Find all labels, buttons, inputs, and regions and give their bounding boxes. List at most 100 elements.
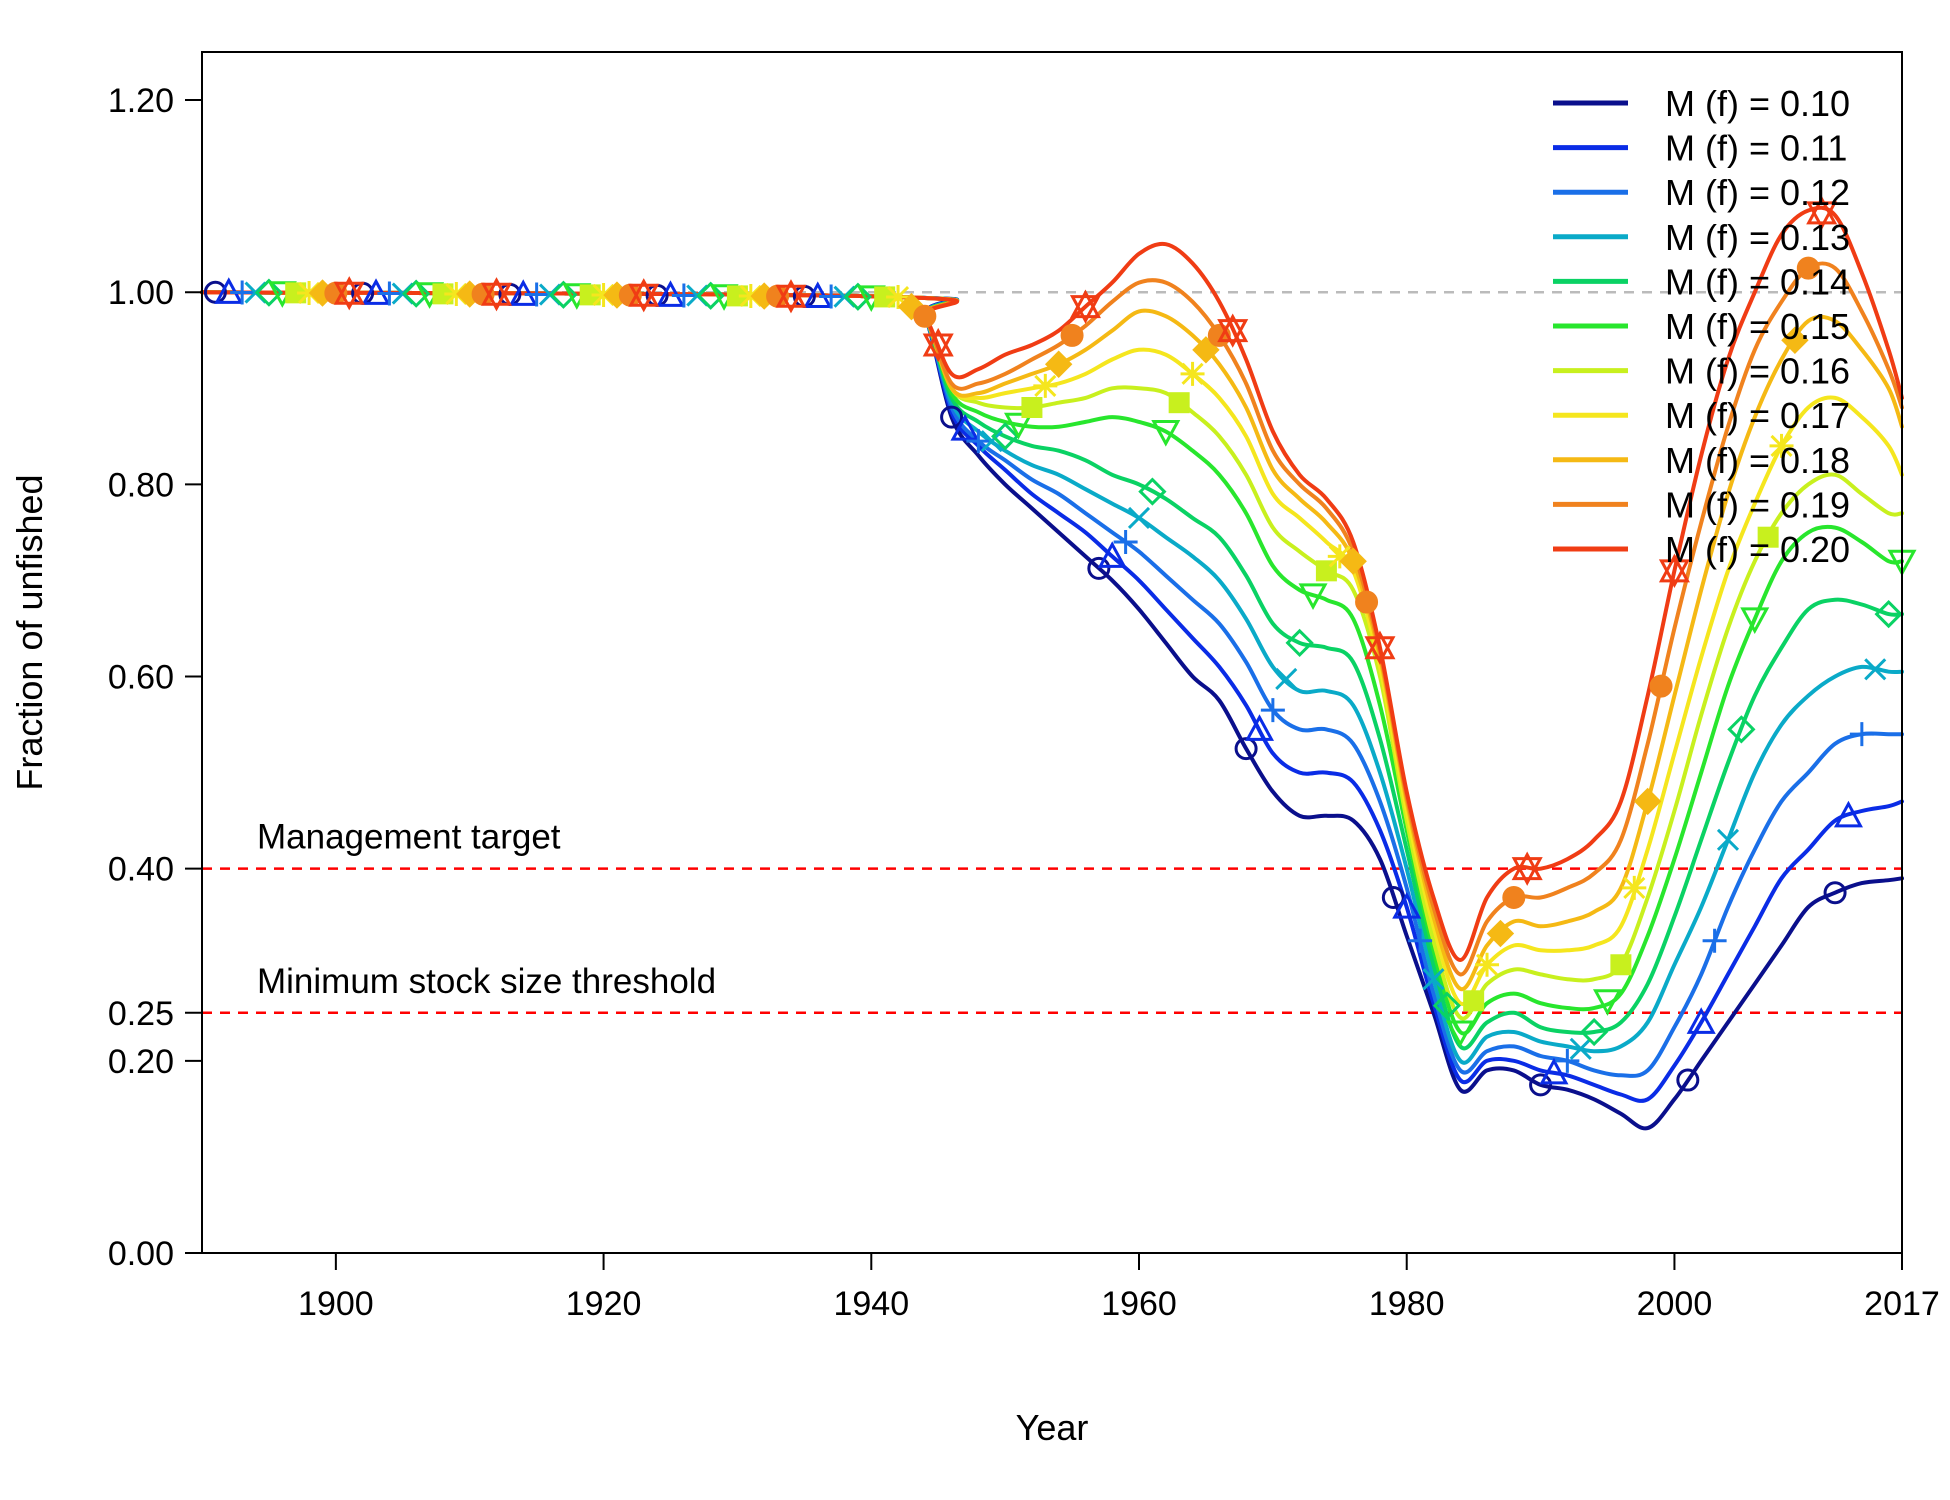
plot-frame — [201, 51, 1903, 1254]
data-point — [1769, 433, 1794, 458]
data-point — [950, 413, 980, 441]
legend-item-10: M (f) = 0.20 — [1553, 529, 1850, 570]
legend-label: M (f) = 0.15 — [1665, 306, 1850, 347]
data-point — [1823, 881, 1847, 905]
legend-label: M (f) = 0.18 — [1665, 440, 1850, 481]
data-point — [1539, 1057, 1569, 1085]
data-point — [628, 283, 660, 313]
data-point — [1686, 1007, 1716, 1034]
y-tick-label: 0.80 — [108, 466, 174, 504]
series-markers — [203, 195, 1917, 1097]
data-point — [1781, 326, 1809, 354]
legend-item-8: M (f) = 0.18 — [1553, 440, 1850, 481]
y-axis-title: Fraction of unfished — [9, 474, 50, 790]
data-point — [1127, 506, 1151, 530]
data-point — [922, 333, 954, 363]
series-markers-3 — [244, 281, 1887, 1060]
data-point — [1381, 886, 1405, 910]
data-point — [1569, 1037, 1592, 1060]
data-point — [1849, 722, 1874, 747]
data-point — [1511, 857, 1543, 886]
series-line-0 — [200, 290, 1904, 1131]
x-axis: 1900 1920 1940 1960 1980 2000 2017 — [298, 1253, 1940, 1323]
data-point — [1234, 737, 1258, 761]
data-point — [966, 429, 991, 454]
data-point — [254, 278, 284, 307]
data-point — [1097, 541, 1127, 568]
data-point — [1364, 630, 1396, 660]
x-tick-label: 1980 — [1369, 1285, 1445, 1323]
legend-item-3: M (f) = 0.13 — [1553, 217, 1850, 258]
data-point — [819, 284, 844, 309]
data-point — [1555, 1048, 1580, 1073]
data-point — [1168, 392, 1190, 414]
y-tick-label: 0.25 — [108, 995, 174, 1033]
x-tick-label: 1940 — [833, 1285, 909, 1323]
data-point — [377, 281, 402, 306]
legend-item-6: M (f) = 0.16 — [1553, 351, 1850, 392]
series-markers-4 — [254, 278, 1903, 1047]
data-point — [1422, 968, 1445, 991]
data-point — [1138, 477, 1167, 506]
data-point — [1757, 526, 1779, 548]
data-point — [940, 405, 964, 429]
data-point — [843, 282, 873, 311]
series-line-3 — [200, 290, 1904, 1065]
data-point — [1244, 714, 1275, 741]
data-point — [1298, 583, 1328, 610]
data-point — [1864, 658, 1887, 681]
data-point — [1060, 323, 1084, 347]
y-axis: 0.00 0.20 0.25 0.40 0.60 0.80 1.00 1.20 — [108, 82, 202, 1273]
data-point — [1806, 195, 1838, 225]
data-point — [775, 279, 807, 308]
x-tick-label: 2017 — [1864, 1285, 1940, 1323]
data-point — [1633, 787, 1662, 816]
x-tick-label: 1960 — [1101, 1285, 1177, 1323]
y-tick-label: 0.20 — [108, 1043, 174, 1081]
series-line-5 — [200, 290, 1904, 1036]
series-markers-6 — [285, 282, 1779, 1012]
data-point — [1033, 373, 1058, 398]
legend-item-9: M (f) = 0.19 — [1553, 484, 1850, 525]
data-point — [549, 280, 578, 309]
x-axis-title: Year — [1016, 1407, 1089, 1448]
data-point — [1740, 607, 1770, 635]
data-point — [1511, 851, 1543, 881]
data-point — [1806, 201, 1838, 231]
data-point — [1649, 674, 1673, 698]
data-point — [1408, 928, 1433, 953]
legend-label: M (f) = 0.19 — [1665, 484, 1850, 525]
data-point — [1592, 989, 1623, 1016]
reference-lines: Management target Minimum stock size thre… — [202, 290, 1902, 1015]
y-tick-label: 1.20 — [108, 82, 174, 120]
data-point — [1087, 556, 1111, 580]
data-point — [1796, 256, 1820, 280]
data-point — [333, 276, 365, 305]
data-point — [980, 430, 1003, 453]
data-point — [1004, 412, 1034, 440]
data-point — [1327, 544, 1352, 569]
legend-label: M (f) = 0.14 — [1665, 261, 1850, 302]
data-point — [1463, 990, 1485, 1012]
legend-label: M (f) = 0.11 — [1665, 128, 1847, 169]
legend-label: M (f) = 0.20 — [1665, 529, 1850, 570]
data-point — [913, 304, 937, 328]
data-point — [1260, 698, 1285, 723]
series-line-4 — [200, 290, 1904, 1051]
data-point — [775, 284, 807, 314]
data-point — [1180, 361, 1205, 386]
data-point — [1432, 991, 1462, 1020]
legend-label: M (f) = 0.13 — [1665, 217, 1850, 258]
data-point — [402, 279, 431, 308]
data-point — [696, 281, 725, 310]
data-point — [1392, 891, 1422, 919]
data-point — [1658, 553, 1690, 583]
data-point — [671, 283, 696, 308]
data-point — [1486, 919, 1515, 948]
legend: M (f) = 0.10M (f) = 0.11M (f) = 0.12M (f… — [1553, 83, 1850, 570]
legend-item-5: M (f) = 0.15 — [1553, 306, 1850, 347]
x-tick-label: 2000 — [1637, 1285, 1713, 1323]
y-tick-label: 0.00 — [108, 1235, 174, 1273]
data-point — [1622, 875, 1647, 900]
